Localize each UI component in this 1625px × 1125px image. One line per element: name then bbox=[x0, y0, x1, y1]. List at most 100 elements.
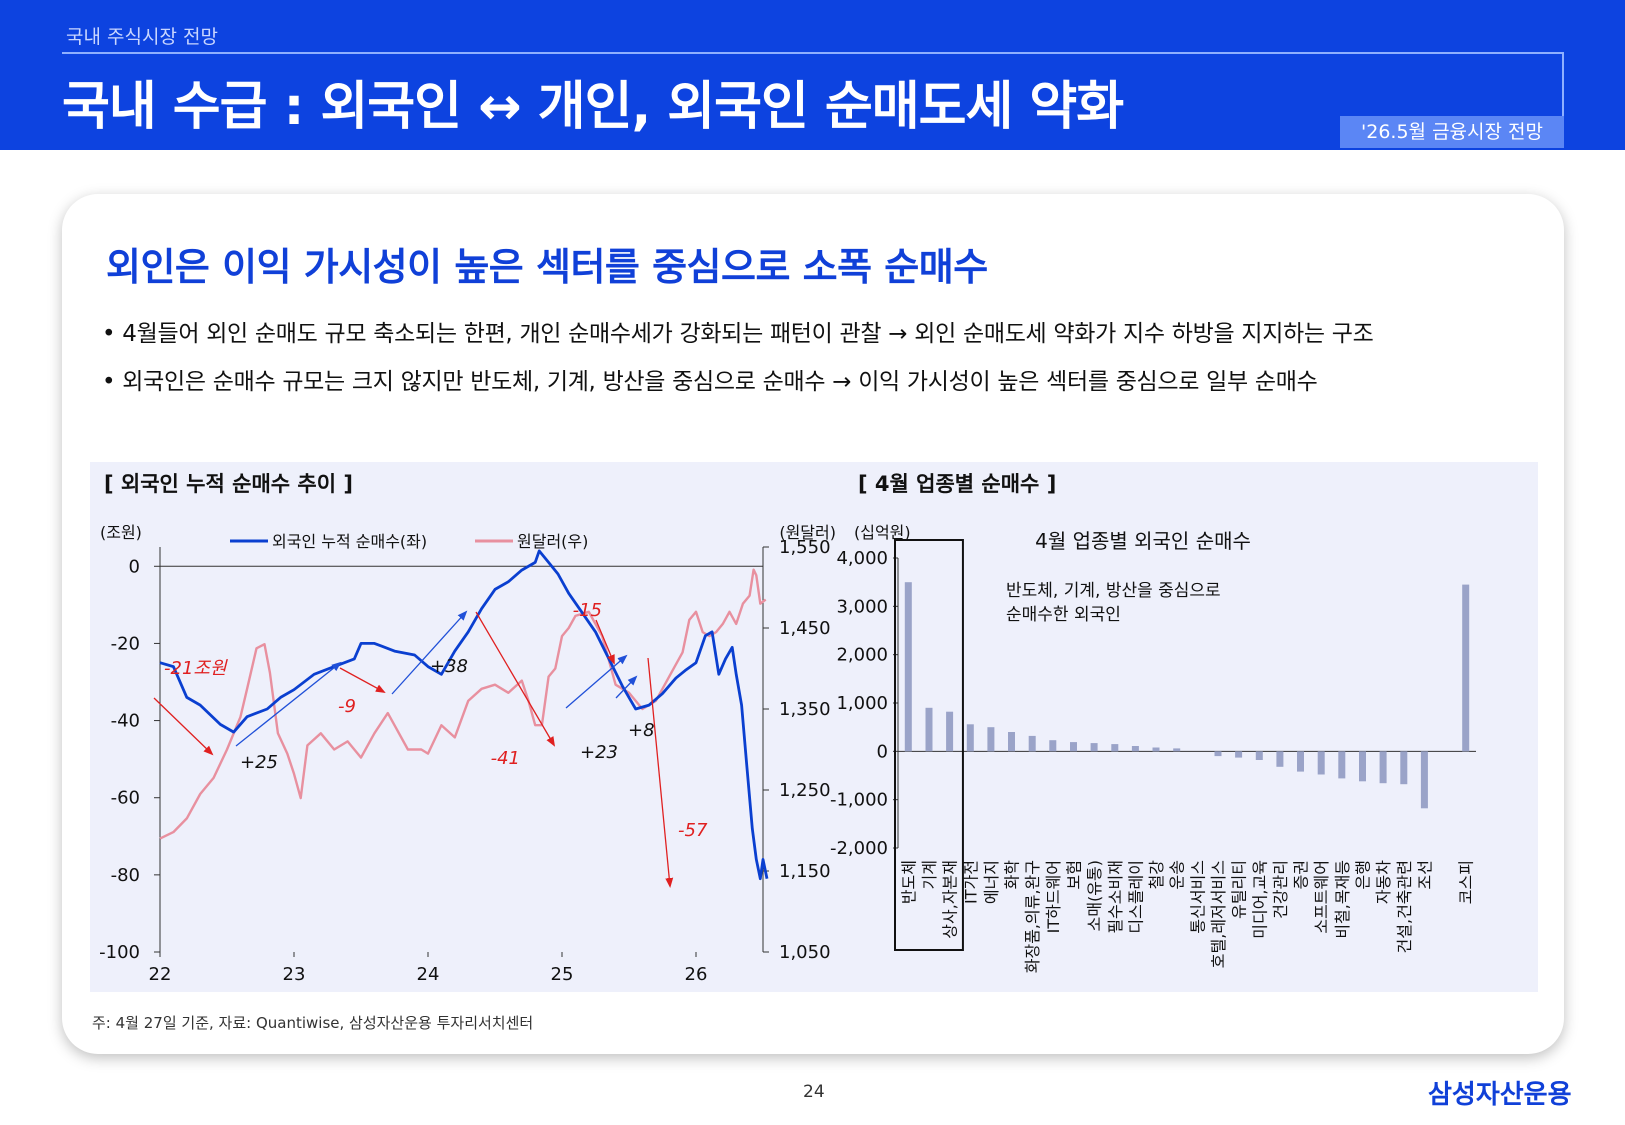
bar bbox=[1462, 584, 1470, 752]
bar-category-label: 필수소비재 bbox=[1106, 860, 1125, 934]
bar bbox=[1420, 751, 1428, 809]
bar-category-label: 호텔,레저서비스 bbox=[1209, 860, 1228, 968]
bullet-item: • 4월들어 외인 순매도 규모 축소되는 한편, 개인 순매수세가 강화되는 … bbox=[102, 321, 1374, 347]
bar bbox=[925, 707, 933, 752]
annotation-label: -9 bbox=[338, 696, 356, 717]
bar-y-tick-label: 4,000 bbox=[836, 548, 888, 569]
y-right-tick-label: 1,050 bbox=[779, 942, 831, 963]
bar-y-tick-label: 2,000 bbox=[836, 645, 888, 666]
bar-category-label: 자동차 bbox=[1374, 860, 1393, 904]
bar-y-tick-label: 0 bbox=[877, 741, 888, 762]
bar-category-label: 보험 bbox=[1065, 860, 1084, 889]
annotation-label: +23 bbox=[580, 742, 618, 763]
x-tick-label: 24 bbox=[417, 964, 440, 985]
bar bbox=[1297, 751, 1304, 772]
bar-category-label: 코스피 bbox=[1457, 860, 1476, 904]
annotation-arrow bbox=[595, 619, 615, 665]
bar bbox=[1359, 751, 1366, 782]
bar bbox=[1111, 744, 1119, 752]
bar-category-label: 상사,자본재 bbox=[941, 860, 960, 939]
bar-category-label: 디스플레이 bbox=[1126, 860, 1145, 934]
page-number: 24 bbox=[803, 1082, 825, 1102]
chart-title-right: [ 4월 업종별 순매수 ] bbox=[858, 472, 1056, 496]
axis-unit-right: (원달러) bbox=[779, 523, 836, 542]
bar bbox=[1173, 748, 1181, 752]
bar-category-label: 조선 bbox=[1415, 860, 1434, 889]
x-tick-label: 26 bbox=[685, 964, 708, 985]
annotation-label: -41 bbox=[491, 748, 520, 769]
bar bbox=[1152, 747, 1160, 752]
y-left-tick-label: -20 bbox=[111, 633, 140, 654]
bar bbox=[987, 727, 995, 752]
headline: 외인은 이익 가시성이 높은 섹터를 중심으로 소폭 순매수 bbox=[106, 245, 988, 289]
header-divider-right bbox=[1562, 52, 1564, 116]
y-right-tick-label: 1,250 bbox=[779, 780, 831, 801]
annotation-label: +38 bbox=[430, 656, 468, 677]
annotation-label: -21조원 bbox=[164, 658, 228, 679]
highlight-box bbox=[894, 539, 964, 951]
annotation-arrow bbox=[235, 661, 342, 747]
series-line-foreign bbox=[159, 549, 769, 881]
annotation-arrow bbox=[339, 667, 386, 693]
bar bbox=[966, 724, 974, 752]
bar-category-label: 비철,목재등 bbox=[1333, 860, 1352, 939]
annotation-arrow bbox=[565, 654, 628, 709]
bar-callout-line: 순매수한 외국인 bbox=[1006, 605, 1121, 625]
bar bbox=[1131, 746, 1139, 752]
y-left-tick-label: -80 bbox=[111, 865, 140, 886]
bar bbox=[1317, 751, 1325, 775]
bar-category-label: 건설,건축관련 bbox=[1395, 860, 1414, 953]
annotation-arrow bbox=[475, 611, 556, 747]
bar bbox=[1276, 751, 1284, 767]
annotation-label: -15 bbox=[573, 600, 602, 621]
bar-axis-unit: (십억원) bbox=[854, 523, 911, 542]
bar bbox=[1028, 735, 1036, 752]
bar-category-label: 건강관리 bbox=[1271, 860, 1290, 919]
y-right-tick-label: 1,550 bbox=[779, 537, 831, 558]
annotation-arrow bbox=[615, 675, 638, 699]
annotation-label: +25 bbox=[240, 752, 278, 773]
x-tick-label: 22 bbox=[149, 964, 172, 985]
y-left-tick-label: -60 bbox=[111, 788, 140, 809]
bar-chart-subtitle: 4월 업종별 외국인 순매수 bbox=[1035, 529, 1251, 553]
bar-y-tick-label: -1,000 bbox=[830, 790, 888, 811]
annotation-label: -57 bbox=[678, 820, 708, 841]
bar bbox=[1338, 751, 1346, 779]
bar-category-label: 소매(유통) bbox=[1085, 860, 1104, 931]
bar-category-label: 화장품,의류,완구 bbox=[1023, 860, 1042, 973]
chart-panel: [ 외국인 누적 순매수 추이 ] (조원) (원달러) 외국인 누적 순매수(좌) 원… bbox=[90, 462, 1538, 992]
brand-logo: 삼성자산운용 bbox=[1428, 1080, 1572, 1110]
bullet-item: • 외국인은 순매수 규모는 크지 않지만 반도체, 기계, 방산을 중심으로 … bbox=[102, 369, 1318, 395]
bar bbox=[1235, 751, 1243, 758]
bar-y-tick-label: 1,000 bbox=[836, 693, 888, 714]
issue-badge: '26.5월 금융시장 전망 bbox=[1340, 116, 1564, 148]
annotation-arrow bbox=[153, 697, 214, 756]
y-left-tick-label: -40 bbox=[111, 711, 140, 732]
axis-unit-left: (조원) bbox=[100, 523, 142, 542]
bar-category-label: 증권 bbox=[1292, 860, 1311, 889]
bar bbox=[1090, 743, 1098, 752]
bar bbox=[1070, 742, 1077, 752]
bar-category-label: 반도체 bbox=[899, 860, 918, 904]
annotation-arrow bbox=[647, 657, 674, 888]
legend-label-krw: 원달러(우) bbox=[517, 532, 588, 551]
bar-y-tick-label: -2,000 bbox=[830, 838, 888, 859]
bar bbox=[904, 582, 912, 752]
legend-label-foreign: 외국인 누적 순매수(좌) bbox=[272, 532, 427, 551]
bar-callout-line: 반도체, 기계, 방산을 중심으로 bbox=[1006, 581, 1221, 601]
bar-y-tick-label: 3,000 bbox=[836, 596, 888, 617]
header-divider bbox=[62, 52, 1564, 54]
bar bbox=[1049, 740, 1057, 752]
bar-category-label: 기계 bbox=[920, 860, 939, 889]
bar bbox=[1400, 751, 1408, 785]
y-right-tick-label: 1,350 bbox=[779, 699, 831, 720]
charts-svg: [ 외국인 누적 순매수 추이 ] (조원) (원달러) 외국인 누적 순매수(좌) 원… bbox=[99, 472, 1476, 985]
annotation-label: +8 bbox=[628, 720, 655, 741]
page-title: 국내 수급 : 외국인 ↔ 개인, 외국인 순매도세 약화 bbox=[62, 77, 1124, 137]
bar-category-label: 통신서비스 bbox=[1188, 860, 1207, 934]
bar-category-label: 에너지 bbox=[982, 860, 1001, 904]
annotation-arrow bbox=[391, 610, 468, 695]
bar-category-label: IT가전 bbox=[961, 860, 980, 904]
bar bbox=[1379, 751, 1387, 784]
